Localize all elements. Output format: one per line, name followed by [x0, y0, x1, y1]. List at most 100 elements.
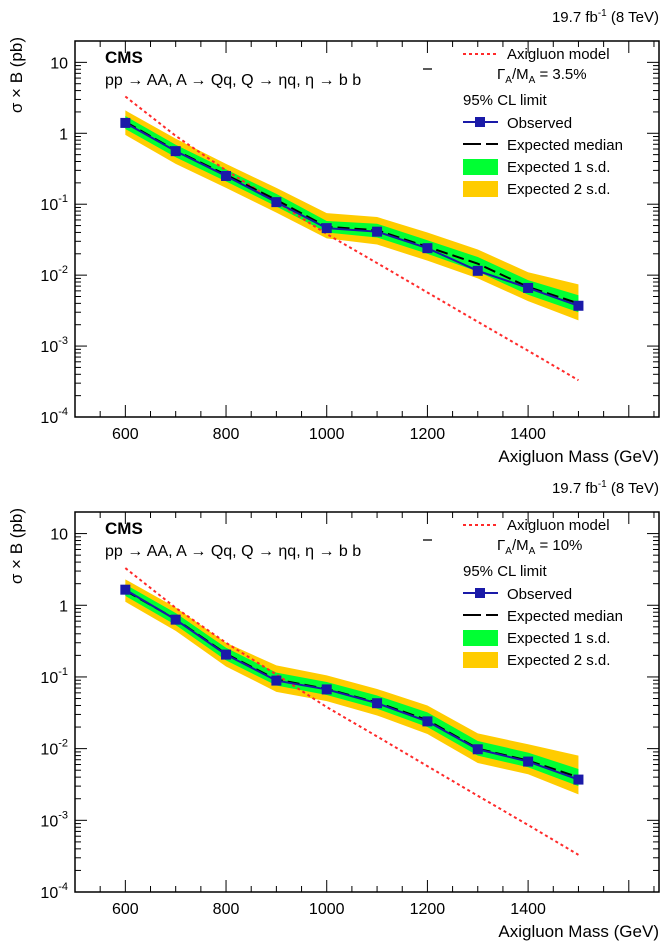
- observed-point: [170, 614, 181, 625]
- lumi-unit-exponent: -1: [598, 479, 607, 490]
- legend-observed-marker: [475, 117, 485, 127]
- legend-band2-label: Expected 2 s.d.: [507, 181, 610, 198]
- y-tick-base: 10: [40, 885, 58, 902]
- y-tick-label: 10-2: [40, 738, 68, 759]
- y-tick-exponent: -2: [58, 738, 68, 750]
- process-label: pp → AA, A → Qq, Q → ηq, η → b b: [105, 543, 361, 560]
- observed-point: [120, 117, 131, 128]
- observed-point: [321, 684, 332, 695]
- legend-band2-swatch: [463, 652, 498, 668]
- y-tick-label: 10-3: [40, 809, 68, 830]
- legend-model-label: Axigluon model: [507, 46, 610, 63]
- x-tick-label: 1000: [309, 426, 345, 443]
- width-subscript-a2: A: [529, 546, 536, 557]
- legend-band2-swatch: [463, 181, 498, 197]
- legend-model-label: Axigluon model: [507, 517, 610, 534]
- observed-point: [523, 282, 534, 293]
- y-tick-label: 10-1: [40, 666, 68, 687]
- expected-2sd-band: [125, 110, 579, 321]
- legend-cl-title: 95% CL limit: [463, 563, 547, 580]
- x-tick-label: 1400: [510, 901, 546, 918]
- x-tick-label: 1200: [410, 901, 446, 918]
- lumi-unit-exponent: -1: [598, 8, 607, 19]
- y-tick-exponent: -2: [58, 264, 68, 276]
- x-axis-label: Axigluon Mass (GeV): [498, 447, 659, 466]
- y-tick-label: 10: [50, 55, 68, 72]
- observed-point: [422, 243, 433, 254]
- legend-band1-label: Expected 1 s.d.: [507, 630, 610, 647]
- energy-label: (8 TeV): [611, 9, 659, 26]
- x-tick-label: 1400: [510, 426, 546, 443]
- y-tick-label: 10: [50, 527, 68, 544]
- legend-observed-marker: [475, 588, 485, 598]
- legend-observed-label: Observed: [507, 115, 572, 132]
- y-tick-base: 1: [59, 126, 68, 143]
- y-tick-label: 10-1: [40, 193, 68, 214]
- lumi-value: 19.7 fb: [552, 9, 598, 26]
- observed-line: [124, 588, 579, 781]
- lumi-value: 19.7 fb: [552, 480, 598, 497]
- legend-observed-label: Observed: [507, 586, 572, 603]
- y-tick-base: 10: [50, 55, 68, 72]
- x-tick-label: 600: [112, 426, 139, 443]
- y-tick-base: 10: [40, 339, 58, 356]
- width-subscript-a: A: [505, 75, 512, 86]
- process-label: pp → AA, A → Qq, Q → ηq, η → b b: [105, 72, 361, 89]
- y-tick-base: 10: [40, 742, 58, 759]
- legend-band1-swatch: [463, 159, 498, 175]
- legend-width-label: ΓA/MA = 3.5%: [497, 66, 587, 86]
- y-tick-base: 10: [40, 268, 58, 285]
- observed-point: [523, 756, 534, 767]
- observed-point: [472, 265, 483, 276]
- width-value: = 3.5%: [535, 66, 586, 83]
- expected-1sd-band: [125, 116, 579, 313]
- cms-label: CMS: [105, 48, 143, 67]
- y-tick-base: 10: [50, 527, 68, 544]
- y-tick-base: 1: [59, 598, 68, 615]
- legend-expected-label: Expected median: [507, 608, 623, 625]
- cms-label: CMS: [105, 519, 143, 538]
- observed-point: [271, 675, 282, 686]
- observed-point: [221, 170, 232, 181]
- y-tick-label: 10-4: [40, 406, 68, 427]
- legend-cl-title: 95% CL limit: [463, 92, 547, 109]
- x-axis-label: Axigluon Mass (GeV): [498, 922, 659, 941]
- y-tick-label: 10-4: [40, 881, 68, 902]
- width-value: = 10%: [535, 537, 582, 554]
- width-mass: /M: [512, 66, 529, 83]
- observed-point: [372, 698, 383, 709]
- observed-point: [472, 744, 483, 755]
- observed-point: [573, 774, 584, 785]
- x-tick-label: 800: [213, 901, 240, 918]
- observed-point: [321, 223, 332, 234]
- y-tick-base: 10: [40, 410, 58, 427]
- y-axis-label: σ × B (pb): [7, 508, 26, 584]
- observed-point: [170, 146, 181, 157]
- x-tick-label: 600: [112, 901, 139, 918]
- legend-band1-swatch: [463, 630, 498, 646]
- y-tick-exponent: -1: [58, 193, 68, 205]
- y-axis-label: σ × B (pb): [7, 37, 26, 113]
- observed-point: [422, 716, 433, 727]
- y-tick-exponent: -1: [58, 666, 68, 678]
- x-tick-label: 1200: [410, 426, 446, 443]
- y-tick-exponent: -3: [58, 809, 68, 821]
- width-symbol: Γ: [497, 537, 505, 554]
- observed-point: [372, 226, 383, 237]
- legend-band2-label: Expected 2 s.d.: [507, 652, 610, 669]
- y-tick-exponent: -4: [58, 406, 68, 418]
- x-tick-label: 800: [213, 426, 240, 443]
- x-tick-label: 1000: [309, 901, 345, 918]
- plot-frame: [74, 40, 660, 418]
- width-symbol: Γ: [497, 66, 505, 83]
- lumi-label: 19.7 fb-1 (8 TeV): [552, 479, 659, 497]
- chart-panel-1: 19.7 fb-1 (8 TeV)600 800 1000 1200 1400Axigl…: [7, 8, 660, 466]
- y-tick-base: 10: [40, 197, 58, 214]
- legend-expected-label: Expected median: [507, 137, 623, 154]
- energy-label: (8 TeV): [611, 480, 659, 497]
- legend-band1-label: Expected 1 s.d.: [507, 159, 610, 176]
- y-tick-label: 10-3: [40, 335, 68, 356]
- observed-line: [124, 122, 579, 307]
- y-tick-base: 10: [40, 670, 58, 687]
